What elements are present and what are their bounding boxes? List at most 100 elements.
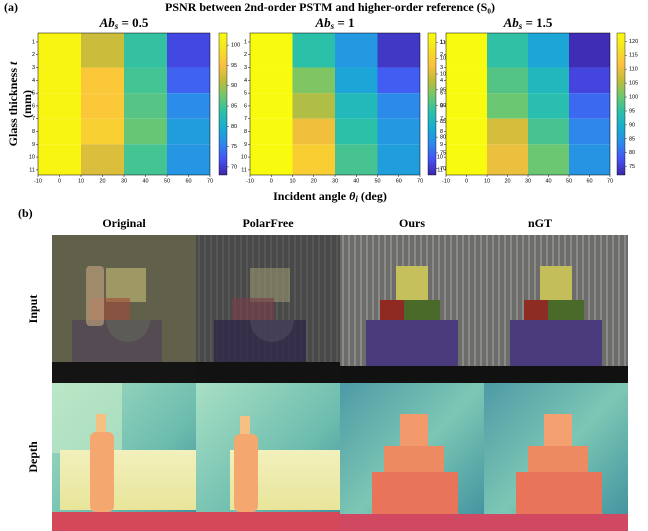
y-tick-label: 11: [29, 167, 35, 173]
subplot-title: Abs = 0.5: [99, 15, 149, 31]
figure-title: PSNR between 2nd-order PSTM and higher-o…: [165, 0, 495, 14]
colorbar-tick-label: 95: [629, 108, 635, 114]
x-axis-label: Incident angle θi (deg): [273, 189, 387, 204]
heatmap-cell: [167, 33, 210, 68]
heatmap-cell: [335, 33, 378, 68]
y-tick-label: 2: [244, 52, 247, 58]
y-tick-label: 10: [29, 155, 35, 161]
column-header: Original: [102, 216, 146, 230]
y-tick-label: 6: [32, 103, 35, 109]
heatmap-cell: [81, 93, 124, 119]
column-header: nGT: [528, 216, 552, 230]
heatmap-cell: [38, 144, 81, 175]
colorbar-tick-label: 105: [629, 81, 638, 87]
panel-label: (a): [4, 0, 18, 14]
heatmap-cell: [250, 119, 293, 145]
heatmap-cell: [250, 93, 293, 119]
colorbar: [617, 33, 625, 175]
x-tick-label: 10: [78, 178, 84, 184]
heatmap-cell: [167, 93, 210, 119]
x-tick-label: 30: [121, 178, 127, 184]
input-ngt: [484, 235, 628, 383]
y-tick-label: 7: [32, 116, 35, 122]
x-tick-label: 70: [417, 178, 423, 184]
y-label-text: Glass thickness: [6, 65, 20, 146]
heatmap-cell: [335, 119, 378, 145]
heatmap-cell: [378, 68, 421, 94]
heatmap-cell: [124, 144, 167, 175]
x-label-unit: (deg): [358, 189, 387, 203]
depth-ngt: [484, 383, 628, 531]
x-tick-label: 60: [396, 178, 402, 184]
colorbar-tick-label: 85: [629, 136, 635, 142]
colorbar-tick-label: 90: [629, 122, 635, 128]
x-tick-label: -10: [442, 178, 450, 184]
heatmap-cell: [293, 119, 336, 145]
y-tick-label: 1: [244, 39, 247, 45]
x-tick-label: 60: [586, 178, 592, 184]
y-tick-label: 11: [241, 167, 247, 173]
y-tick-label: 10: [437, 155, 443, 161]
title-rest: = 1: [334, 15, 354, 30]
heatmap-cell: [446, 33, 487, 68]
colorbar-tick-label: 95: [231, 63, 237, 69]
heatmap-cell: [569, 33, 610, 68]
heatmap-cell: [446, 119, 487, 145]
y-tick-label: 7: [440, 116, 443, 122]
heatmap-cell: [569, 93, 610, 119]
heatmap-cell: [38, 93, 81, 119]
heatmap-cell: [528, 68, 569, 94]
y-tick-label: 5: [244, 91, 247, 97]
column-header: Ours: [399, 216, 425, 230]
x-tick-label: 70: [207, 178, 213, 184]
row-header: Depth: [26, 441, 40, 473]
x-tick-label: 20: [504, 178, 510, 184]
y-tick-label: 11: [437, 167, 443, 173]
input-polarfree: [196, 235, 340, 383]
heatmap-cell: [250, 144, 293, 175]
input-original: [52, 235, 196, 383]
y-tick-label: 9: [440, 142, 443, 148]
heatmap-cell: [487, 93, 528, 119]
heatmap-panel: -100102030405060701234567891011707580859…: [29, 15, 240, 184]
y-tick-label: 5: [32, 91, 35, 97]
x-tick-label: 20: [99, 178, 105, 184]
heatmap-cell: [335, 93, 378, 119]
heatmap-cell: [487, 68, 528, 94]
heatmap-cell: [528, 33, 569, 68]
column-header: PolarFree: [242, 216, 294, 230]
heatmap-cell: [378, 119, 421, 145]
colorbar-tick-label: 75: [629, 164, 635, 170]
x-tick-label: 50: [164, 178, 170, 184]
y-tick-label: 6: [440, 103, 443, 109]
x-tick-label: -10: [34, 178, 42, 184]
y-tick-label: 9: [32, 142, 35, 148]
y-tick-label: 4: [244, 78, 247, 84]
heatmap-cell: [487, 33, 528, 68]
heatmap-cell: [38, 119, 81, 145]
heatmap-cell: [569, 144, 610, 175]
x-tick-label: 10: [484, 178, 490, 184]
colorbar-tick-label: 115: [629, 53, 638, 59]
x-tick-label: 40: [142, 178, 148, 184]
x-tick-label: 30: [332, 178, 338, 184]
x-label-text: Incident angle: [273, 189, 349, 203]
colorbar: [219, 33, 227, 175]
heatmap-cell: [81, 144, 124, 175]
input-ours: [340, 235, 484, 383]
x-tick-label: 50: [566, 178, 572, 184]
y-tick-label: 2: [440, 52, 443, 58]
y-tick-label: 6: [244, 103, 247, 109]
heatmap-cell: [167, 68, 210, 94]
heatmap-cell: [293, 33, 336, 68]
heatmap-cell: [378, 144, 421, 175]
y-axis-label: Glass thickness t (mm): [6, 61, 34, 146]
heatmap-cell: [81, 33, 124, 68]
y-label-line: Glass thickness t: [6, 61, 20, 146]
title-main: Ab: [314, 15, 331, 30]
colorbar-tick-label: 85: [231, 103, 237, 109]
title-main: Ab: [503, 15, 520, 30]
colorbar-tick-label: 100: [629, 94, 638, 100]
title-rest: = 1.5: [522, 15, 553, 30]
